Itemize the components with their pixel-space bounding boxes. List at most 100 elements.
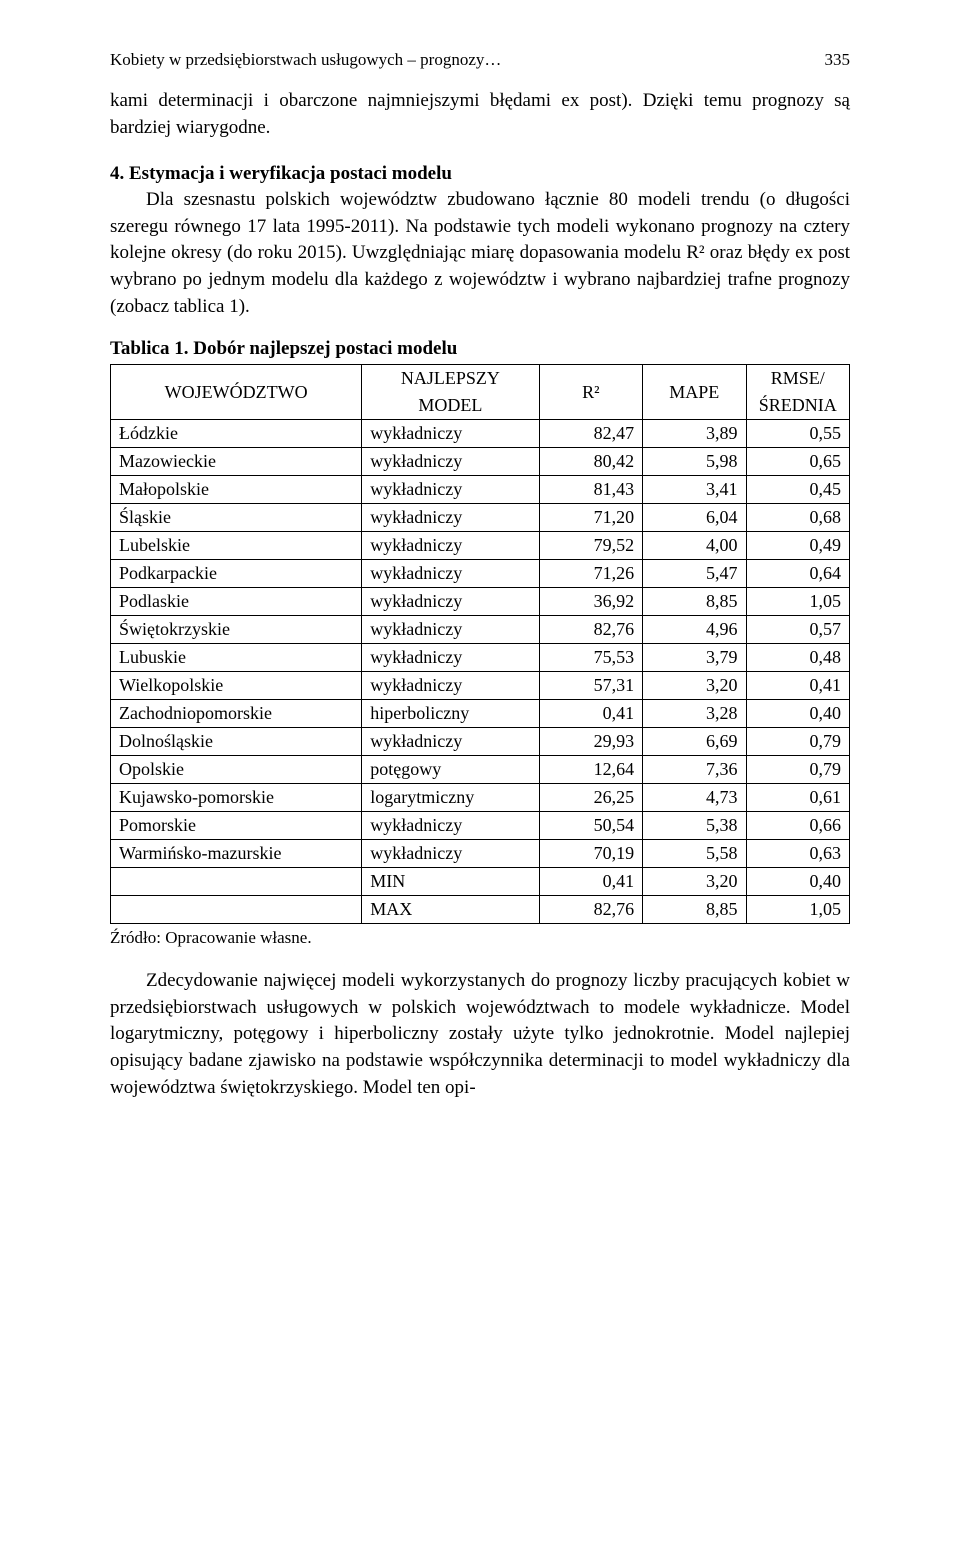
cell-r2: 71,26 <box>539 560 642 588</box>
table-summary-row: MIN0,413,200,40 <box>111 868 850 896</box>
cell-rmse: 0,48 <box>746 644 849 672</box>
cell-empty <box>111 896 362 924</box>
cell-mape: 8,85 <box>643 588 746 616</box>
table-row: Lubuskiewykładniczy75,533,790,48 <box>111 644 850 672</box>
table-row: Małopolskiewykładniczy81,433,410,45 <box>111 476 850 504</box>
cell-mape: 5,58 <box>643 840 746 868</box>
cell-r2: 80,42 <box>539 448 642 476</box>
cell-model: wykładniczy <box>362 560 539 588</box>
cell-r2: 0,41 <box>539 868 642 896</box>
table-row: Mazowieckiewykładniczy80,425,980,65 <box>111 448 850 476</box>
cell-r2: 81,43 <box>539 476 642 504</box>
table-source: Źródło: Opracowanie własne. <box>110 928 850 948</box>
cell-r2: 70,19 <box>539 840 642 868</box>
section-heading: 4. Estymacja i weryfikacja postaci model… <box>110 163 850 185</box>
cell-mape: 4,96 <box>643 616 746 644</box>
cell-r2: 75,53 <box>539 644 642 672</box>
cell-wojewodztwo: Małopolskie <box>111 476 362 504</box>
cell-summary-label: MAX <box>362 896 539 924</box>
table-row: Śląskiewykładniczy71,206,040,68 <box>111 504 850 532</box>
cell-rmse: 0,66 <box>746 812 849 840</box>
cell-r2: 0,41 <box>539 700 642 728</box>
cell-model: wykładniczy <box>362 476 539 504</box>
cell-model: wykładniczy <box>362 812 539 840</box>
cell-model: wykładniczy <box>362 616 539 644</box>
header-rmse-2: ŚREDNIA <box>746 392 849 420</box>
cell-model: logarytmiczny <box>362 784 539 812</box>
cell-r2: 82,76 <box>539 896 642 924</box>
after-paragraph: Zdecydowanie najwięcej modeli wykorzysta… <box>110 968 850 1101</box>
cell-rmse: 0,65 <box>746 448 849 476</box>
cell-mape: 3,41 <box>643 476 746 504</box>
cell-wojewodztwo: Dolnośląskie <box>111 728 362 756</box>
cell-wojewodztwo: Lubelskie <box>111 532 362 560</box>
model-table: WOJEWÓDZTWO NAJLEPSZY R² MAPE RMSE/ MODE… <box>110 364 850 924</box>
cell-model: wykładniczy <box>362 672 539 700</box>
cell-empty <box>111 868 362 896</box>
cell-rmse: 1,05 <box>746 588 849 616</box>
running-title: Kobiety w przedsiębiorstwach usługowych … <box>110 50 501 70</box>
cell-mape: 3,79 <box>643 644 746 672</box>
cell-model: wykładniczy <box>362 448 539 476</box>
cell-mape: 3,89 <box>643 420 746 448</box>
cell-model: wykładniczy <box>362 840 539 868</box>
cell-rmse: 0,49 <box>746 532 849 560</box>
header-model-1: NAJLEPSZY <box>362 365 539 393</box>
table-row: Warmińsko-mazurskiewykładniczy70,195,580… <box>111 840 850 868</box>
cell-wojewodztwo: Kujawsko-pomorskie <box>111 784 362 812</box>
cell-rmse: 0,79 <box>746 728 849 756</box>
cell-wojewodztwo: Lubuskie <box>111 644 362 672</box>
cell-wojewodztwo: Pomorskie <box>111 812 362 840</box>
cell-r2: 82,76 <box>539 616 642 644</box>
cell-mape: 5,38 <box>643 812 746 840</box>
cell-mape: 4,00 <box>643 532 746 560</box>
cell-wojewodztwo: Mazowieckie <box>111 448 362 476</box>
cell-rmse: 0,41 <box>746 672 849 700</box>
cell-wojewodztwo: Podlaskie <box>111 588 362 616</box>
cell-r2: 29,93 <box>539 728 642 756</box>
cell-rmse: 0,45 <box>746 476 849 504</box>
page: Kobiety w przedsiębiorstwach usługowych … <box>0 0 960 1161</box>
cell-summary-label: MIN <box>362 868 539 896</box>
cell-r2: 12,64 <box>539 756 642 784</box>
cell-rmse: 0,57 <box>746 616 849 644</box>
cell-model: potęgowy <box>362 756 539 784</box>
table-summary-row: MAX82,768,851,05 <box>111 896 850 924</box>
cell-wojewodztwo: Opolskie <box>111 756 362 784</box>
cell-r2: 50,54 <box>539 812 642 840</box>
cell-rmse: 0,63 <box>746 840 849 868</box>
cell-model: wykładniczy <box>362 644 539 672</box>
table-row: Lubelskiewykładniczy79,524,000,49 <box>111 532 850 560</box>
cell-model: wykładniczy <box>362 420 539 448</box>
cell-model: hiperboliczny <box>362 700 539 728</box>
cell-wojewodztwo: Podkarpackie <box>111 560 362 588</box>
cell-rmse: 0,61 <box>746 784 849 812</box>
header-r2: R² <box>539 365 642 420</box>
cell-model: wykładniczy <box>362 588 539 616</box>
cell-wojewodztwo: Zachodniopomorskie <box>111 700 362 728</box>
cell-rmse: 0,55 <box>746 420 849 448</box>
cell-mape: 4,73 <box>643 784 746 812</box>
cell-rmse: 1,05 <box>746 896 849 924</box>
cell-rmse: 0,40 <box>746 868 849 896</box>
cell-rmse: 0,68 <box>746 504 849 532</box>
cell-mape: 6,04 <box>643 504 746 532</box>
cell-wojewodztwo: Wielkopolskie <box>111 672 362 700</box>
table-row: Wielkopolskiewykładniczy57,313,200,41 <box>111 672 850 700</box>
cell-model: wykładniczy <box>362 532 539 560</box>
table-row: Opolskiepotęgowy12,647,360,79 <box>111 756 850 784</box>
section-title: Estymacja i weryfikacja postaci modelu <box>129 163 452 184</box>
table-row: Dolnośląskiewykładniczy29,936,690,79 <box>111 728 850 756</box>
cell-r2: 82,47 <box>539 420 642 448</box>
cell-r2: 26,25 <box>539 784 642 812</box>
table-caption: Tablica 1. Dobór najlepszej postaci mode… <box>110 338 850 360</box>
cell-wojewodztwo: Świętokrzyskie <box>111 616 362 644</box>
header-wojewodztwo: WOJEWÓDZTWO <box>111 365 362 420</box>
cell-r2: 36,92 <box>539 588 642 616</box>
table-row: Zachodniopomorskiehiperboliczny0,413,280… <box>111 700 850 728</box>
cell-mape: 5,47 <box>643 560 746 588</box>
cell-wojewodztwo: Łódzkie <box>111 420 362 448</box>
cell-rmse: 0,79 <box>746 756 849 784</box>
running-head: Kobiety w przedsiębiorstwach usługowych … <box>110 50 850 70</box>
cell-r2: 57,31 <box>539 672 642 700</box>
